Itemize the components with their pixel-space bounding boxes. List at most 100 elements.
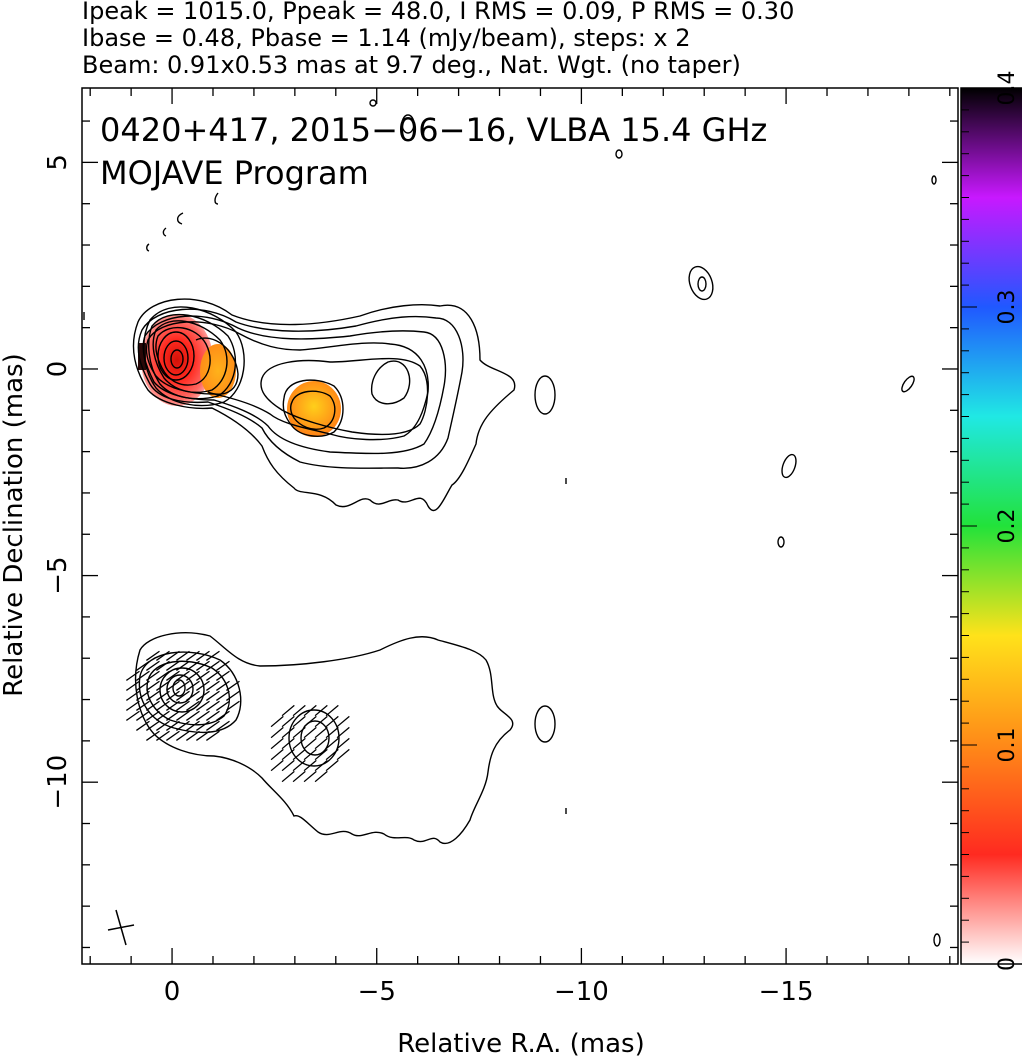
evpa-tick [206, 680, 220, 691]
evpa-tick [156, 710, 170, 721]
evpa-tick [206, 670, 220, 681]
contour-blob-c [697, 276, 707, 292]
pol-contour-outer [134, 632, 514, 845]
evpa-tick [314, 748, 328, 761]
evpa-tick [216, 670, 230, 681]
evpa-tick [206, 720, 220, 731]
contour-core-5 [157, 331, 195, 381]
evpa-tick [206, 730, 220, 741]
contour-blob-b [688, 265, 714, 301]
evpa-tick [186, 720, 200, 731]
evpa-tick [270, 715, 284, 728]
evpa-tick [336, 715, 350, 728]
evpa-tick [216, 690, 230, 701]
evpa-tick [314, 737, 328, 750]
evpa-tick [281, 759, 295, 772]
evpa-tick [281, 704, 295, 717]
contour-arc-c [162, 227, 167, 237]
evpa-tick [206, 650, 220, 661]
evpa-tick [176, 690, 190, 701]
pol-contour-blob-a [534, 705, 556, 743]
x-axis-label: Relative R.A. (mas) [397, 1029, 644, 1059]
contour-knot-2 [289, 390, 336, 430]
evpa-tick [186, 690, 200, 701]
evpa-tick [156, 690, 170, 701]
evpa-tick [186, 700, 200, 711]
evpa-tick [270, 759, 284, 772]
x-tick-label: −5 [358, 977, 396, 1007]
evpa-tick [325, 715, 339, 728]
evpa-tick [176, 670, 190, 681]
evpa-tick [146, 700, 160, 711]
contour-blob-j [369, 99, 377, 107]
pol-contour-core-2 [146, 660, 231, 726]
x-tick-label: −10 [554, 977, 609, 1007]
evpa-tick [166, 680, 180, 691]
intensity-contours [83, 99, 941, 947]
evpa-tick [166, 650, 180, 661]
evpa-tick [196, 670, 210, 681]
evpa-tick [166, 700, 180, 711]
evpa-tick [270, 737, 284, 750]
evpa-tick [325, 726, 339, 739]
colorbar-tick-label: 0.1 [995, 728, 1020, 763]
evpa-tick [136, 670, 150, 681]
evpa-tick [156, 730, 170, 741]
evpa-tick [156, 670, 170, 681]
evpa-tick [216, 710, 230, 721]
contour-inner-cavity [370, 360, 411, 405]
evpa-tick [314, 759, 328, 772]
contour-4 [145, 321, 429, 441]
evpa-tick [206, 660, 220, 671]
evpa-tick [303, 770, 317, 783]
y-tick-label: 5 [43, 154, 73, 171]
evpa-tick [281, 748, 295, 761]
x-tick-label: −15 [759, 977, 814, 1007]
evpa-tick [292, 748, 306, 761]
evpa-tick [186, 710, 200, 721]
evpa-tick [292, 715, 306, 728]
evpa-tick [292, 759, 306, 772]
plot-frame [81, 87, 959, 965]
evpa-tick [325, 748, 339, 761]
evpa-tick [136, 720, 150, 731]
evpa-tick [186, 660, 200, 671]
evpa-tick [196, 700, 210, 711]
evpa-tick [226, 700, 240, 711]
evpa-tick [196, 680, 210, 691]
header-line-1: Ipeak = 1015.0, Ppeak = 48.0, I RMS = 0.… [82, 0, 794, 25]
x-tick-labels: 0 −5 −10 −15 [164, 977, 814, 1007]
evpa-tick [176, 650, 190, 661]
contour-blob-e [781, 453, 797, 479]
evpa-tick [303, 726, 317, 739]
contour-core-3 [152, 320, 228, 394]
evpa-tick [146, 650, 160, 661]
evpa-tick [166, 690, 180, 701]
contour-outer [132, 298, 516, 512]
evpa-tick [136, 690, 150, 701]
evpa-tick [196, 690, 210, 701]
evpa-tick [314, 770, 328, 783]
contour-arc-b [176, 212, 184, 225]
evpa-tick [336, 748, 350, 761]
plot-content [83, 99, 941, 947]
evpa-tick [126, 700, 140, 711]
evpa-tick [176, 680, 190, 691]
pol-contour-knot-1 [288, 709, 340, 767]
evpa-tick [292, 737, 306, 750]
contour-2 [137, 308, 464, 469]
pol-contour-core-4 [166, 674, 194, 704]
y-tick-label: −10 [43, 755, 73, 810]
evpa-tick [176, 700, 190, 711]
evpa-tick [156, 650, 170, 661]
core-dark-edge [138, 343, 146, 370]
contour-core-7 [170, 349, 184, 369]
evpa-tick [176, 710, 190, 721]
colorbar-ticks [961, 87, 977, 965]
chart-title-line-2: MOJAVE Program [100, 154, 369, 192]
contour-blob-f [777, 536, 785, 548]
evpa-tick [136, 660, 150, 671]
evpa-tick [146, 660, 160, 671]
evpa-tick [206, 700, 220, 711]
evpa-tick [226, 690, 240, 701]
